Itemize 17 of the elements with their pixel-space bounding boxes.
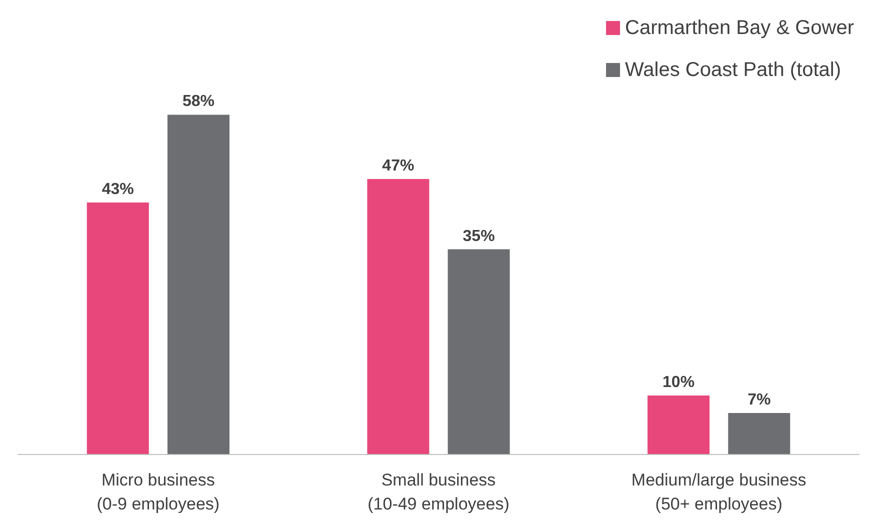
data-label: 58% [182,93,214,110]
data-label: 47% [382,158,414,175]
bar [728,413,790,454]
legend-label: Wales Coast Path (total) [625,59,842,81]
data-label: 7% [748,392,771,409]
bar [448,249,510,454]
x-tick-label: Small business (10-49 employees) [368,470,510,514]
bar [86,202,149,454]
data-label: 43% [102,180,134,198]
bar [648,396,710,454]
bar [367,179,430,454]
data-label: 35% [462,228,495,245]
x-tick-label: Medium/large business (50+ employees) [631,470,806,514]
legend-label: Carmarthen Bay & Gower [625,17,854,39]
data-label: 10% [662,374,695,391]
bar [167,114,230,454]
x-tick-label: Micro business (0-9 employees) [96,470,220,514]
